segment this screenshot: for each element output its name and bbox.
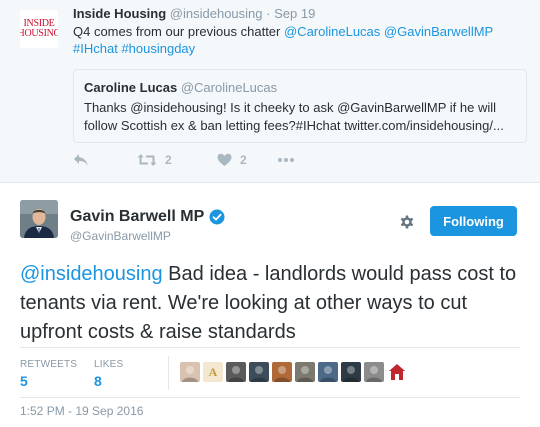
logo-line-1: INSIDE xyxy=(23,18,55,29)
hashtag-ihchat[interactable]: #IHchat xyxy=(73,41,118,56)
quoted-tweet-text: Thanks @insidehousing! Is it cheeky to a… xyxy=(84,100,504,133)
retweet-count: 2 xyxy=(165,153,172,167)
person-silhouette-icon xyxy=(228,366,244,382)
liker-avatar-6[interactable] xyxy=(295,362,315,382)
stats-divider-bottom xyxy=(20,397,520,398)
quoted-tweet-header: Caroline Lucas @CarolineLucas xyxy=(84,80,277,95)
gavin-barwell-avatar[interactable] xyxy=(20,200,58,238)
logo-line-2: HOUSING xyxy=(20,28,58,39)
liker-avatars: A xyxy=(180,362,410,382)
house-icon xyxy=(389,364,405,380)
header-separator: · xyxy=(266,6,271,21)
context-tweet-date[interactable]: Sep 19 xyxy=(274,6,316,21)
heart-icon xyxy=(217,153,232,166)
context-tweet-text: Q4 comes from our previous chatter @Caro… xyxy=(73,23,528,57)
mention-carolinelucas[interactable]: @CarolineLucas xyxy=(283,24,381,39)
gear-icon xyxy=(400,215,414,229)
person-silhouette-icon xyxy=(343,366,359,382)
person-silhouette-icon xyxy=(366,366,382,382)
liker-avatar-3[interactable] xyxy=(226,362,246,382)
quoted-author-handle: @CarolineLucas xyxy=(180,80,278,95)
retweet-button[interactable]: 2 xyxy=(137,153,217,167)
main-tweet-text: @insidehousing Bad idea - landlords woul… xyxy=(20,260,525,347)
context-tweet: INSIDE HOUSING Inside Housing @insidehou… xyxy=(0,0,540,183)
person-silhouette-icon xyxy=(182,366,198,382)
context-text-plain: Q4 comes from our previous chatter xyxy=(73,24,284,39)
main-author-handle[interactable]: @GavinBarwellMP xyxy=(70,229,171,243)
stats-divider-top xyxy=(20,347,520,348)
following-button[interactable]: Following xyxy=(430,206,517,236)
likes-stat[interactable]: LIKES 8 xyxy=(94,359,123,389)
retweets-label: RETWEETS xyxy=(20,359,78,370)
hashtag-housingday[interactable]: #housingday xyxy=(121,41,196,56)
mention-gavinbarwellmp[interactable]: @GavinBarwellMP xyxy=(383,24,493,39)
liker-avatar-1[interactable] xyxy=(180,362,200,382)
liker-avatar-8[interactable] xyxy=(341,362,361,382)
stats-vertical-divider xyxy=(168,356,169,390)
more-button[interactable] xyxy=(277,157,295,163)
like-count: 2 xyxy=(240,153,247,167)
reply-icon xyxy=(74,154,88,166)
likes-count: 8 xyxy=(94,373,102,389)
liker-letter: A xyxy=(208,364,218,379)
retweet-icon xyxy=(137,154,157,166)
retweets-stat[interactable]: RETWEETS 5 xyxy=(20,359,77,389)
tweet-timestamp[interactable]: 1:52 PM - 19 Sep 2016 xyxy=(20,404,144,418)
settings-menu-button[interactable] xyxy=(399,214,415,235)
liker-avatar-7[interactable] xyxy=(318,362,338,382)
mention-insidehousing[interactable]: @insidehousing xyxy=(20,263,163,285)
inside-housing-avatar[interactable]: INSIDE HOUSING xyxy=(20,10,58,48)
likes-label: LIKES xyxy=(94,359,124,370)
person-silhouette-icon xyxy=(274,366,290,382)
verified-badge-icon xyxy=(209,209,225,225)
liker-avatar-5[interactable] xyxy=(272,362,292,382)
quoted-tweet-card[interactable]: Caroline Lucas @CarolineLucas Thanks @in… xyxy=(73,69,527,143)
person-silhouette-icon xyxy=(251,366,267,382)
liker-avatar-2[interactable]: A xyxy=(203,362,223,382)
profile-photo-icon xyxy=(20,200,58,238)
like-button[interactable]: 2 xyxy=(217,153,277,167)
context-tweet-actions: 2 2 xyxy=(73,150,295,170)
more-dots-icon xyxy=(278,158,294,162)
liker-avatar-10-house[interactable] xyxy=(387,362,407,382)
context-tweet-header: Inside Housing @insidehousing · Sep 19 xyxy=(73,6,315,21)
person-silhouette-icon xyxy=(297,366,313,382)
person-silhouette-icon xyxy=(320,366,336,382)
main-tweet-body: Bad idea - landlords would pass cost to … xyxy=(20,263,517,343)
liker-avatar-4[interactable] xyxy=(249,362,269,382)
reply-button[interactable] xyxy=(73,153,137,167)
main-tweet-header: Gavin Barwell MP @GavinBarwellMP xyxy=(70,208,225,243)
quoted-author-name: Caroline Lucas xyxy=(84,80,178,95)
main-author-name-row[interactable]: Gavin Barwell MP xyxy=(70,208,225,226)
retweets-count: 5 xyxy=(20,373,28,389)
context-author-handle[interactable]: @insidehousing xyxy=(169,6,263,21)
context-author-name[interactable]: Inside Housing xyxy=(73,6,167,21)
main-author-name[interactable]: Gavin Barwell MP xyxy=(70,208,205,225)
liker-avatar-9[interactable] xyxy=(364,362,384,382)
